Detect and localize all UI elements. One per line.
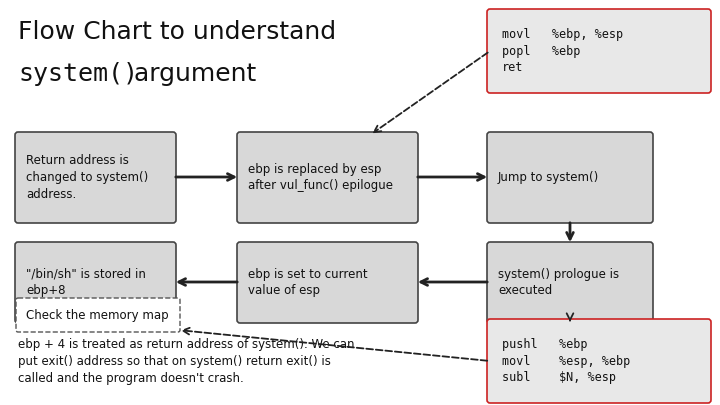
Text: Flow Chart to understand: Flow Chart to understand [18, 20, 336, 44]
FancyBboxPatch shape [487, 9, 711, 93]
FancyBboxPatch shape [16, 298, 180, 332]
Text: ebp is replaced by esp
after vul_func() epilogue: ebp is replaced by esp after vul_func() … [248, 163, 393, 192]
FancyBboxPatch shape [237, 132, 418, 223]
FancyBboxPatch shape [15, 242, 176, 323]
FancyBboxPatch shape [487, 319, 711, 403]
Text: system(): system() [18, 62, 138, 86]
FancyBboxPatch shape [15, 132, 176, 223]
Text: Return address is
changed to system()
address.: Return address is changed to system() ad… [26, 154, 148, 200]
Text: system() prologue is
executed: system() prologue is executed [498, 268, 619, 297]
Text: ebp is set to current
value of esp: ebp is set to current value of esp [248, 268, 368, 297]
Text: argument: argument [118, 62, 256, 86]
Text: ebp + 4 is treated as return address of system(). We can
put exit() address so t: ebp + 4 is treated as return address of … [18, 338, 354, 385]
Text: Check the memory map: Check the memory map [26, 309, 168, 322]
Text: pushl   %ebp
movl    %esp, %ebp
subl    $N, %esp: pushl %ebp movl %esp, %ebp subl $N, %esp [502, 338, 630, 384]
FancyBboxPatch shape [487, 132, 653, 223]
Text: movl   %ebp, %esp
popl   %ebp
ret: movl %ebp, %esp popl %ebp ret [502, 28, 623, 74]
Text: "/bin/sh" is stored in
ebp+8: "/bin/sh" is stored in ebp+8 [26, 268, 146, 297]
FancyBboxPatch shape [237, 242, 418, 323]
FancyBboxPatch shape [487, 242, 653, 323]
Text: Jump to system(): Jump to system() [498, 171, 599, 184]
